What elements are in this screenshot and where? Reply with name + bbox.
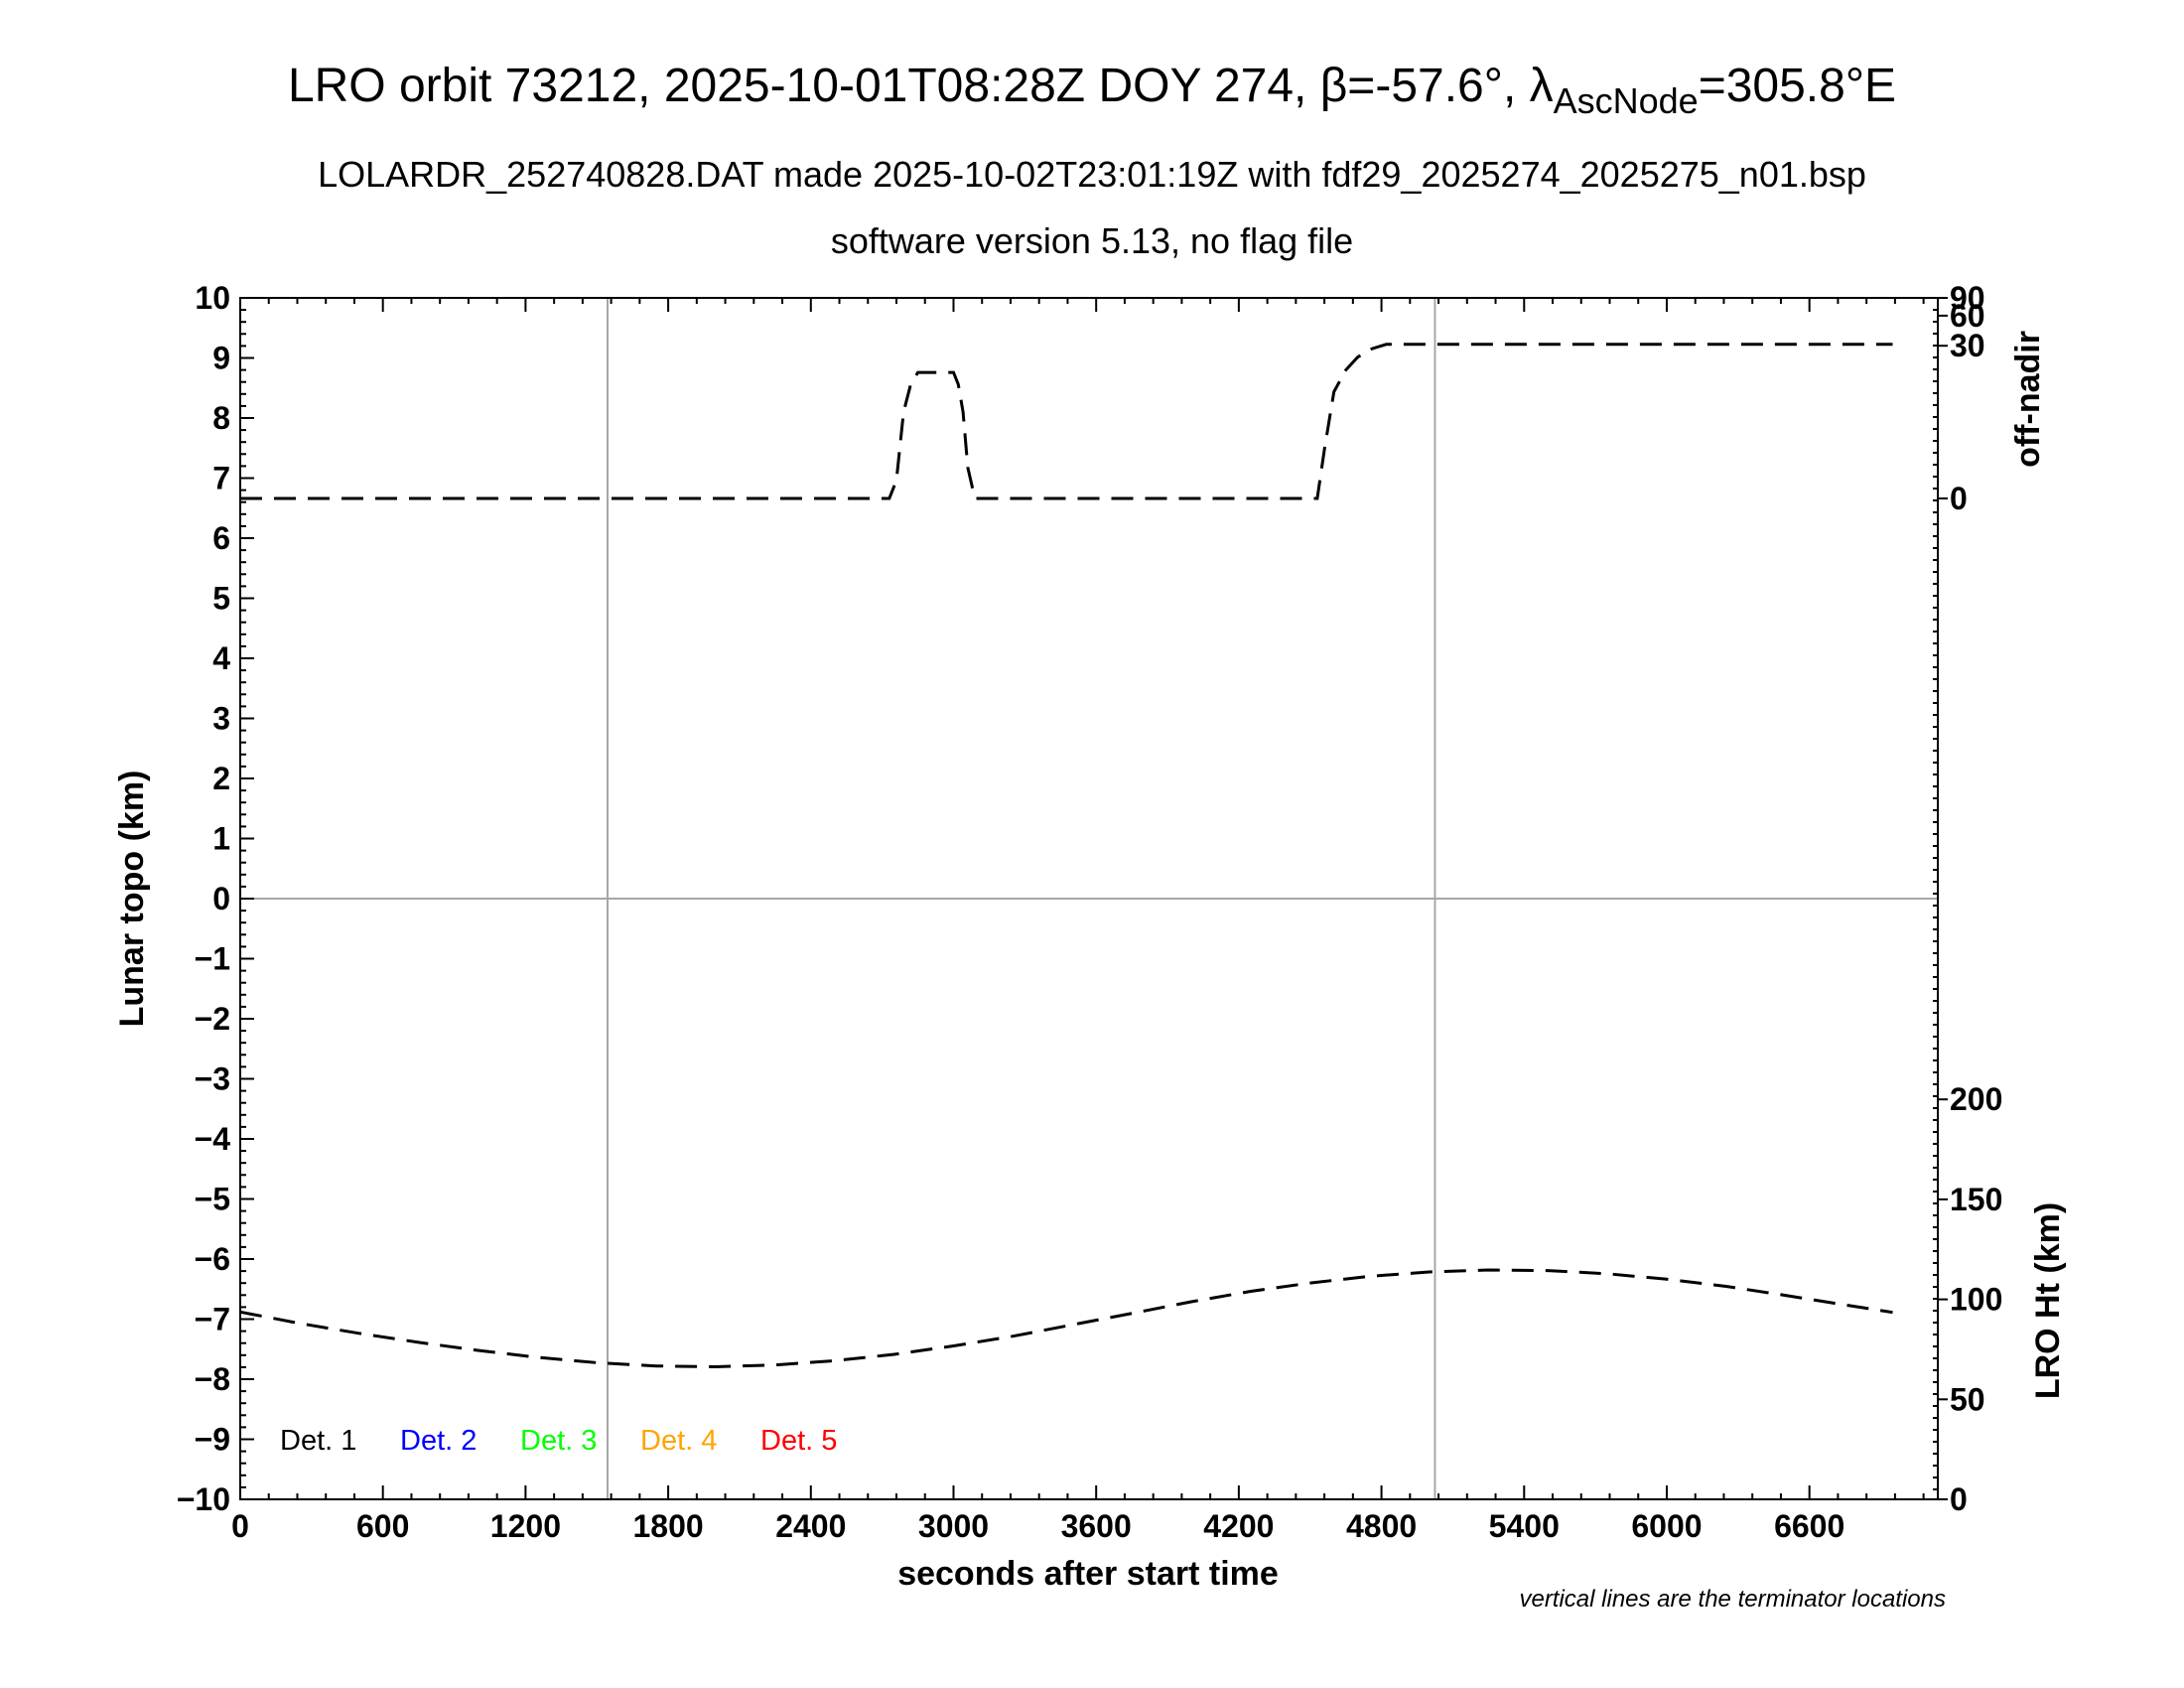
chart-subtitle-version: software version 5.13, no flag file — [831, 220, 1353, 261]
legend-item-det-2: Det. 2 — [400, 1425, 477, 1457]
x-tick-label: 4200 — [1203, 1508, 1274, 1544]
x-tick-label: 2400 — [775, 1508, 846, 1544]
y-tick-label: 10 — [195, 280, 230, 316]
y-tick-label: 3 — [212, 701, 230, 737]
y-tick-label: 0 — [212, 881, 230, 916]
off-nadir-tick-label: 60 — [1950, 298, 1985, 334]
x-tick-label: 5400 — [1489, 1508, 1560, 1544]
lro-ht-tick-label: 50 — [1950, 1381, 1985, 1417]
y-tick-label: −2 — [195, 1001, 230, 1037]
x-tick-label: 1800 — [632, 1508, 703, 1544]
x-tick-label: 3000 — [918, 1508, 989, 1544]
y-tick-label: 4 — [212, 640, 230, 676]
x-tick-label: 1200 — [490, 1508, 561, 1544]
legend: Det. 1 Det. 2 Det. 3 Det. 4 Det. 5 — [280, 1425, 837, 1457]
y-tick-label: −10 — [177, 1481, 230, 1517]
series-lines — [239, 343, 1893, 1369]
x-tick-label: 6000 — [1631, 1508, 1702, 1544]
x-tick-label: 6600 — [1774, 1508, 1844, 1544]
y-tick-label: −9 — [195, 1422, 230, 1458]
y-axis-label: Lunar topo (km) — [113, 771, 151, 1028]
off-nadir-tick-label: 0 — [1950, 481, 1968, 516]
off-nadir-series-line — [240, 343, 1893, 500]
y-tick-label: 1 — [212, 821, 230, 857]
x-tick-label: 0 — [231, 1508, 249, 1544]
y-tick-label: 6 — [212, 520, 230, 556]
terminator-footnote: vertical lines are the terminator locati… — [1519, 1586, 1946, 1613]
x-tick-labels: 0 600 1200 1800 2400 3000 3600 4200 4800 5400 6000… — [231, 1508, 1844, 1544]
y-tick-label: 8 — [212, 400, 230, 436]
y-tick-label: −4 — [195, 1121, 231, 1157]
y-tick-label: −1 — [195, 941, 230, 977]
lro-ht-tick-label: 100 — [1950, 1282, 2002, 1318]
off-nadir-axis-label: off-nadir — [2009, 331, 2047, 468]
legend-item-det-4: Det. 4 — [640, 1425, 717, 1457]
off-nadir-tick-label: 90 — [1950, 280, 1985, 316]
y-tick-label: −7 — [195, 1302, 230, 1337]
minor-ticks — [239, 297, 1938, 1500]
y-tick-label: −6 — [195, 1241, 230, 1277]
x-tick-label: 600 — [356, 1508, 409, 1544]
chart-title: LRO orbit 73212, 2025-10-01T08:28Z DOY 2… — [288, 60, 1896, 121]
legend-item-det-5: Det. 5 — [760, 1425, 837, 1457]
y-tick-label: 5 — [212, 581, 230, 617]
y-tick-label: −5 — [195, 1182, 230, 1217]
x-tick-label: 3600 — [1061, 1508, 1132, 1544]
lro-height-series-line — [239, 1268, 1893, 1369]
legend-item-det-3: Det. 3 — [520, 1425, 597, 1457]
y-tick-label: 9 — [212, 341, 230, 376]
y-tick-label: −3 — [195, 1061, 230, 1097]
legend-item-det-1: Det. 1 — [280, 1425, 356, 1457]
chart-subtitle-file: LOLARDR_252740828.DAT made 2025-10-02T23… — [318, 154, 1866, 195]
lro-ht-tick-label: 150 — [1950, 1182, 2002, 1217]
lro-ht-tick-label: 200 — [1950, 1081, 2002, 1117]
lro-ht-axis-label: LRO Ht (km) — [2029, 1202, 2067, 1399]
y-tick-label: 7 — [212, 461, 230, 496]
off-nadir-tick-label: 30 — [1950, 328, 1985, 363]
lro-ht-tick-labels: 200 150 100 50 0 — [1938, 1081, 2002, 1517]
x-tick-label: 4800 — [1346, 1508, 1417, 1544]
y-tick-label: 2 — [212, 761, 230, 796]
lro-ht-tick-label: 0 — [1950, 1481, 1968, 1517]
x-axis-label: seconds after start time — [897, 1555, 1279, 1593]
y-tick-label: −8 — [195, 1361, 230, 1397]
